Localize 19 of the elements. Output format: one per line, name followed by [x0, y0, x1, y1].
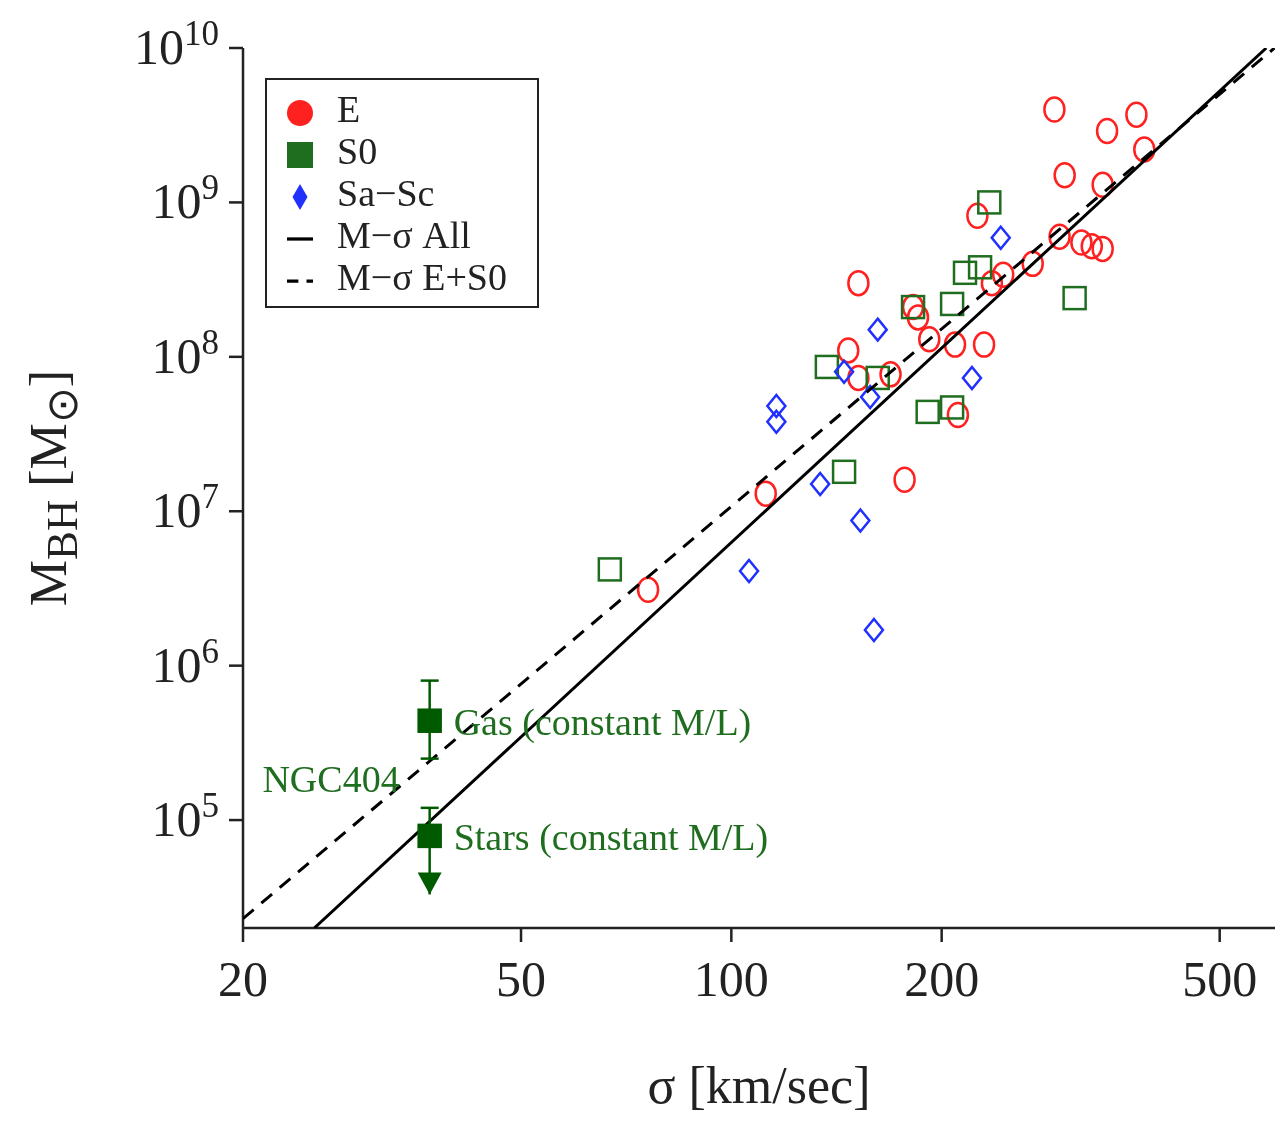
x-axis-title: σ [km/sec]	[646, 1056, 872, 1115]
y-tick-label: 10$^{5}$	[151, 785, 219, 848]
y-tick-label: 10$^{6}$	[151, 631, 219, 693]
x-tick-label: 500	[1182, 951, 1258, 1007]
y-tick-label: 10$^{10}$	[134, 13, 219, 75]
x-tick-label: 100	[693, 951, 769, 1007]
x-tick-label: 200	[904, 951, 980, 1007]
y-tick-label: 10$^{9}$	[151, 167, 219, 230]
x-tick-label: 20	[218, 951, 268, 1007]
x-tick-label: 50	[496, 951, 547, 1007]
legend-label: E	[337, 88, 361, 130]
y-tick-label: 10$^{7}$	[151, 476, 219, 539]
annotation: NGC404	[262, 758, 400, 801]
y-tick-label: 10$^{8}$	[151, 322, 219, 384]
legend-label: M−σ All	[337, 214, 471, 256]
legend-label: S0	[337, 130, 378, 172]
legend-label: M−σ E+S0	[337, 256, 507, 298]
annotation: Stars (constant M/L)	[453, 815, 769, 859]
legend-label: Sa−Sc	[337, 172, 435, 214]
